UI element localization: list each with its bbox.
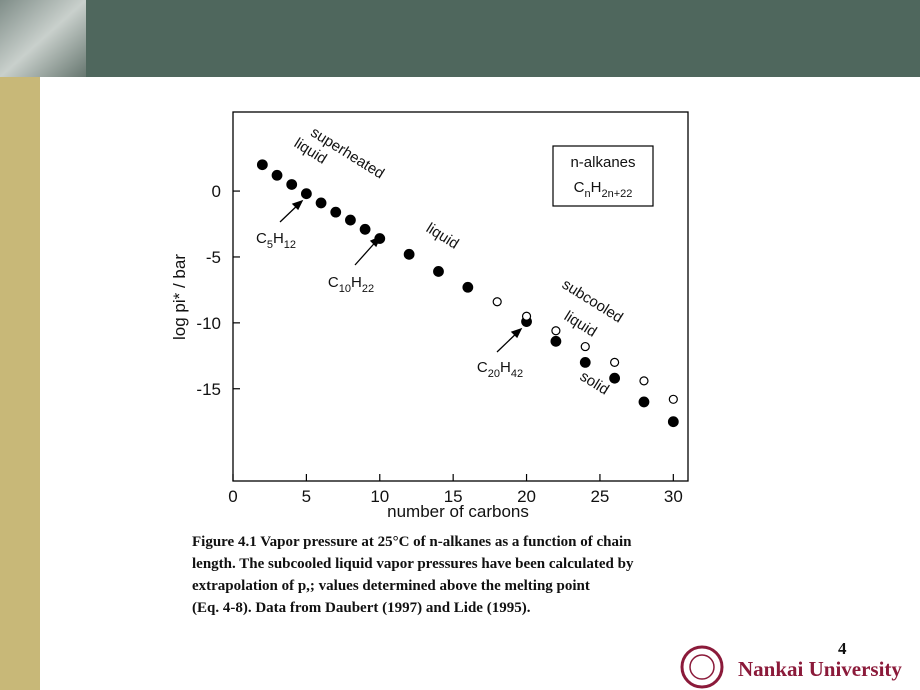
data-point bbox=[579, 356, 591, 368]
header-image bbox=[0, 0, 86, 77]
y-tick-label: -5 bbox=[206, 248, 221, 267]
x-tick-label: 5 bbox=[302, 487, 311, 506]
university-name: Nankai University bbox=[738, 657, 902, 681]
data-point bbox=[403, 248, 415, 260]
arrows bbox=[279, 199, 523, 353]
y-tick-label: -10 bbox=[196, 314, 221, 333]
data-point bbox=[609, 372, 621, 384]
data-point bbox=[315, 197, 327, 209]
annotation: C5​H12​ bbox=[256, 230, 296, 251]
annotation: solid bbox=[577, 368, 612, 399]
data-point bbox=[550, 335, 562, 347]
caption-line: (Eq. 4-8). Data from Daubert (1997) and … bbox=[192, 600, 531, 616]
x-tick-label: 0 bbox=[228, 487, 237, 506]
annotation: liquid bbox=[561, 308, 600, 341]
logo-inner bbox=[689, 654, 715, 680]
x-tick-label: 30 bbox=[664, 487, 683, 506]
data-point bbox=[433, 266, 444, 277]
data-point bbox=[286, 179, 298, 190]
data-point bbox=[668, 394, 678, 404]
data-point bbox=[345, 214, 356, 226]
data-point bbox=[462, 281, 474, 293]
data-point bbox=[580, 341, 590, 352]
y-tick-label: 0 bbox=[212, 182, 221, 201]
arrow-head bbox=[291, 199, 304, 211]
x-tick-label: 10 bbox=[370, 487, 389, 506]
annotation: C20​H42​ bbox=[477, 359, 523, 380]
y-tick-label: -15 bbox=[196, 380, 221, 399]
data-point bbox=[330, 206, 342, 218]
caption-line: length. The subcooled liquid vapor press… bbox=[192, 556, 634, 572]
x-tick-label: 25 bbox=[590, 487, 609, 506]
legend-text: n-alkanes bbox=[570, 154, 635, 171]
y-axis-label: log pi* / bar bbox=[170, 254, 189, 340]
x-tick-label: 15 bbox=[444, 487, 463, 506]
data-point bbox=[359, 223, 371, 235]
data-point bbox=[638, 396, 650, 408]
data-point bbox=[374, 233, 386, 244]
data-point bbox=[610, 357, 620, 367]
plot-frame bbox=[232, 111, 689, 482]
data-point bbox=[551, 326, 561, 336]
data-point bbox=[667, 416, 679, 428]
annotation: liquid bbox=[423, 220, 462, 253]
side-bar bbox=[0, 77, 40, 690]
caption-line: Figure 4.1 Vapor pressure at 25°C of n-a… bbox=[192, 534, 632, 550]
legend-text: Cn​H2n+22​ bbox=[574, 179, 633, 200]
data-point bbox=[492, 297, 502, 307]
caption-line: extrapolation of p,; values determined a… bbox=[192, 578, 590, 594]
x-tick-label: 20 bbox=[517, 487, 536, 506]
data-point bbox=[521, 311, 532, 321]
annotation: C10​H22​ bbox=[328, 274, 374, 295]
legend-box bbox=[552, 145, 654, 207]
arrow-head bbox=[510, 327, 523, 339]
logo bbox=[680, 645, 724, 689]
data-point bbox=[271, 169, 283, 181]
x-axis-label: number of carbons bbox=[387, 502, 529, 521]
header-band bbox=[0, 0, 920, 77]
data-point bbox=[256, 159, 268, 171]
page-number: 4 bbox=[838, 639, 847, 658]
data-point bbox=[639, 376, 649, 386]
data-point bbox=[300, 188, 312, 200]
